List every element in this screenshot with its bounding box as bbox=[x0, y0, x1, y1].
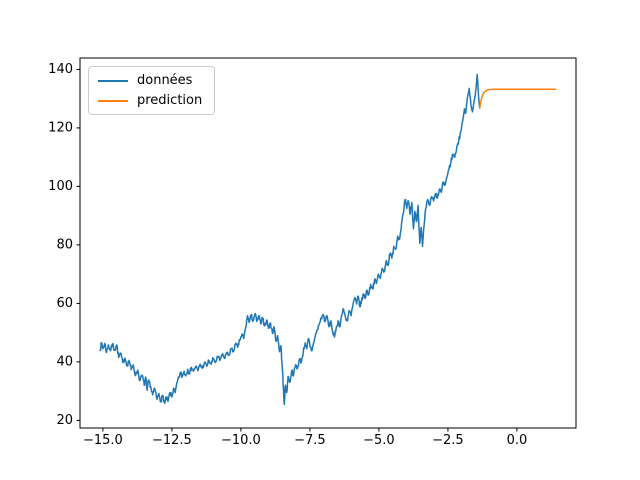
axes-frame bbox=[79, 57, 577, 429]
y-tick-label: 140 bbox=[48, 62, 73, 77]
series-line-donnes bbox=[99, 73, 481, 406]
legend-label-donnees: données bbox=[137, 73, 193, 88]
x-tick-label: −2.5 bbox=[432, 433, 464, 448]
legend: données prediction bbox=[88, 66, 216, 115]
legend-item-prediction: prediction bbox=[98, 92, 202, 109]
y-tick-label: 80 bbox=[56, 237, 73, 252]
y-tick-label: 40 bbox=[56, 354, 73, 369]
legend-label-prediction: prediction bbox=[137, 93, 203, 108]
y-tick-label: 100 bbox=[48, 179, 73, 194]
x-tick-label: −7.5 bbox=[294, 433, 326, 448]
x-tick-label: −15.0 bbox=[83, 433, 123, 448]
donnees-line-swatch bbox=[98, 79, 128, 82]
x-tick-label: −12.5 bbox=[152, 433, 192, 448]
y-tick-label: 20 bbox=[56, 413, 73, 428]
y-tick-label: 120 bbox=[48, 120, 73, 135]
x-tick-label: 0.0 bbox=[507, 433, 528, 448]
x-tick-label: −10.0 bbox=[221, 433, 261, 448]
series-line-prediction bbox=[478, 88, 557, 109]
prediction-line-swatch bbox=[98, 99, 128, 102]
y-tick-label: 60 bbox=[56, 296, 73, 311]
legend-item-donnees: données bbox=[98, 72, 202, 89]
x-tick-label: −5.0 bbox=[363, 433, 395, 448]
